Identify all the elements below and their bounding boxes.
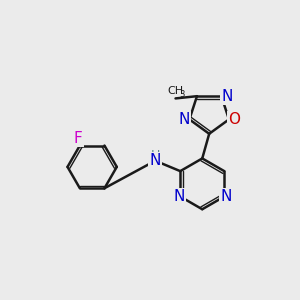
Text: H: H: [151, 149, 160, 162]
Text: N: N: [220, 189, 232, 204]
Text: O: O: [228, 112, 240, 127]
Text: N: N: [178, 112, 190, 127]
Text: N: N: [173, 189, 184, 204]
Text: F: F: [74, 131, 83, 146]
Text: CH: CH: [167, 86, 184, 96]
Text: N: N: [150, 153, 161, 168]
Text: N: N: [221, 89, 232, 104]
Text: 3: 3: [180, 90, 185, 99]
